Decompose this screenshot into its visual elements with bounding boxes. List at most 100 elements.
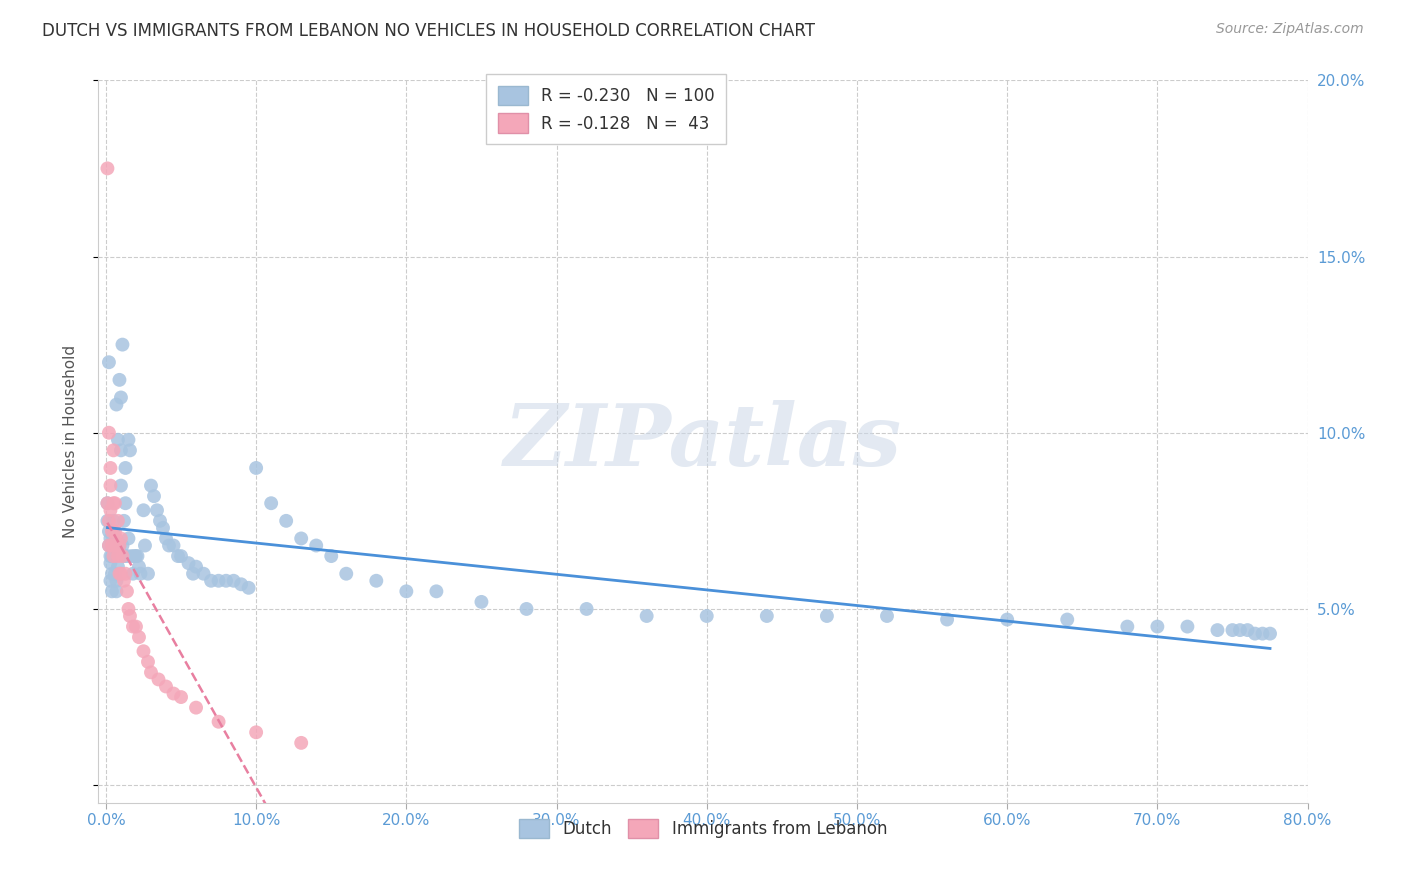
Point: [103, 443, 125, 458]
Point: [1146, 619, 1168, 633]
Point: [170, 690, 193, 704]
Point: [108, 539, 131, 553]
Point: [111, 549, 134, 563]
Point: [105, 584, 128, 599]
Point: [101, 524, 124, 539]
Point: [290, 736, 312, 750]
Point: [128, 559, 150, 574]
Point: [1236, 623, 1258, 637]
Point: [105, 574, 128, 588]
Point: [121, 549, 143, 563]
Point: [143, 489, 166, 503]
Point: [104, 496, 127, 510]
Point: [114, 496, 136, 510]
Point: [305, 539, 328, 553]
Point: [1206, 623, 1229, 637]
Point: [1251, 626, 1274, 640]
Point: [108, 566, 131, 581]
Point: [636, 609, 658, 624]
Point: [149, 514, 172, 528]
Point: [470, 595, 492, 609]
Legend: Dutch, Immigrants from Lebanon: Dutch, Immigrants from Lebanon: [512, 813, 894, 845]
Point: [101, 539, 124, 553]
Point: [366, 574, 388, 588]
Point: [193, 566, 215, 581]
Point: [1222, 623, 1244, 637]
Point: [114, 566, 136, 581]
Point: [101, 549, 124, 563]
Point: [104, 539, 127, 553]
Point: [162, 539, 184, 553]
Point: [152, 521, 174, 535]
Point: [104, 566, 127, 581]
Point: [229, 577, 252, 591]
Point: [96, 514, 118, 528]
Point: [107, 433, 129, 447]
Point: [110, 478, 132, 492]
Point: [157, 539, 180, 553]
Point: [110, 532, 132, 546]
Point: [876, 609, 898, 624]
Point: [207, 714, 229, 729]
Point: [215, 574, 238, 588]
Text: Source: ZipAtlas.com: Source: ZipAtlas.com: [1216, 22, 1364, 37]
Point: [696, 609, 718, 624]
Point: [96, 496, 118, 510]
Point: [335, 566, 357, 581]
Point: [124, 549, 146, 563]
Point: [110, 566, 132, 581]
Point: [110, 391, 132, 405]
Point: [111, 539, 134, 553]
Point: [97, 524, 120, 539]
Point: [755, 609, 778, 624]
Point: [128, 630, 150, 644]
Point: [96, 161, 118, 176]
Point: [146, 503, 169, 517]
Point: [100, 574, 122, 588]
Point: [107, 549, 129, 563]
Point: [115, 549, 138, 563]
Point: [117, 433, 139, 447]
Point: [184, 700, 207, 714]
Point: [115, 584, 138, 599]
Point: [117, 532, 139, 546]
Point: [170, 549, 193, 563]
Point: [105, 532, 128, 546]
Point: [117, 602, 139, 616]
Point: [103, 496, 125, 510]
Point: [104, 524, 127, 539]
Point: [1177, 619, 1199, 633]
Point: [200, 574, 222, 588]
Point: [136, 566, 159, 581]
Point: [139, 665, 162, 680]
Point: [425, 584, 447, 599]
Point: [245, 461, 267, 475]
Point: [155, 680, 177, 694]
Point: [936, 613, 959, 627]
Point: [125, 619, 148, 633]
Point: [132, 503, 155, 517]
Point: [97, 539, 120, 553]
Point: [100, 461, 122, 475]
Point: [122, 619, 145, 633]
Point: [108, 539, 131, 553]
Point: [112, 549, 135, 563]
Point: [1244, 626, 1267, 640]
Point: [105, 539, 128, 553]
Point: [101, 584, 124, 599]
Point: [125, 549, 148, 563]
Point: [276, 514, 298, 528]
Point: [1258, 626, 1281, 640]
Point: [515, 602, 537, 616]
Point: [1056, 613, 1078, 627]
Point: [260, 496, 283, 510]
Point: [321, 549, 343, 563]
Point: [100, 532, 122, 546]
Point: [815, 609, 838, 624]
Point: [97, 539, 120, 553]
Point: [162, 687, 184, 701]
Point: [184, 559, 207, 574]
Point: [107, 514, 129, 528]
Point: [112, 574, 135, 588]
Point: [110, 443, 132, 458]
